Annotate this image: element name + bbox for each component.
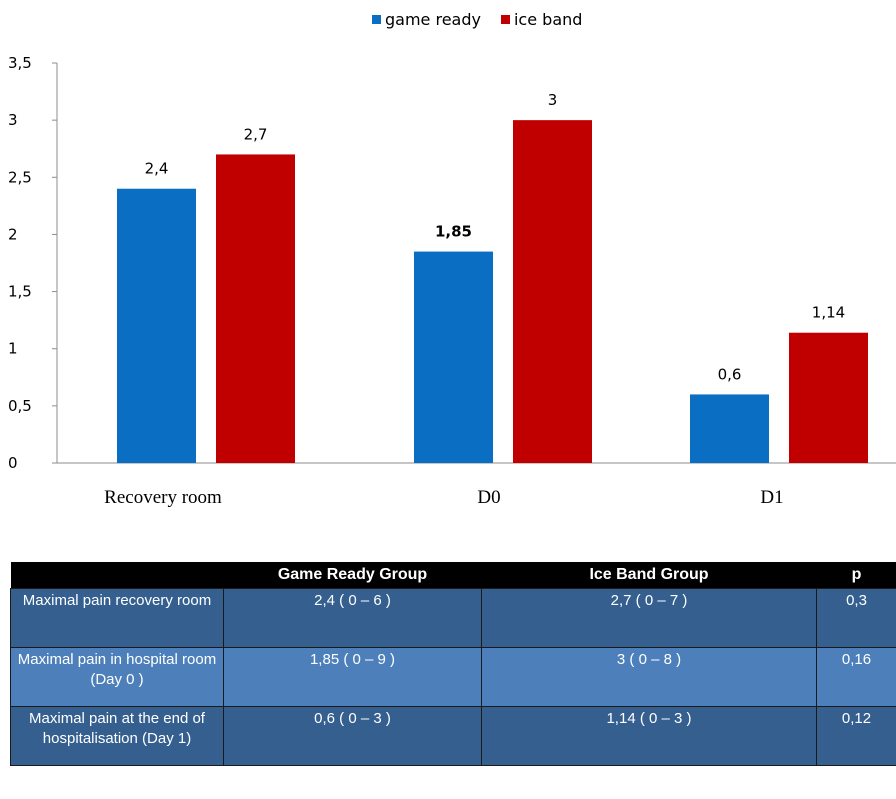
bar-game-ready — [414, 251, 493, 463]
x-category-label: D0 — [477, 487, 500, 508]
table-cell: 0,12 — [816, 706, 896, 766]
data-label: 1,14 — [812, 304, 845, 322]
legend-item-game-ready: game ready — [372, 10, 481, 29]
table-header-empty — [10, 562, 224, 589]
y-tick-label: 2 — [8, 225, 18, 243]
table-cell: 3 ( 0 – 8 ) — [481, 647, 817, 707]
table-cell: 0,6 ( 0 – 3 ) — [223, 706, 482, 766]
legend-label-ice-band: ice band — [513, 10, 583, 29]
table-cell: 2,7 ( 0 – 7 ) — [481, 588, 817, 648]
table-header-row: Game Ready Group Ice Band Group p — [10, 562, 896, 589]
legend-item-ice-band: ice band — [500, 10, 583, 29]
table-cell: 0,3 — [816, 588, 896, 648]
y-tick-label: 0 — [8, 454, 18, 472]
bar-chart: 0 0,5 1 1,5 2 2,5 3 3,5 2,4 1,85 0,6 2,7 3 1,14 Recove… — [8, 54, 896, 508]
bar-ice-band — [513, 120, 592, 464]
data-label: 2,7 — [244, 125, 268, 143]
results-table: Game Ready Group Ice Band Group p Maxima… — [10, 562, 896, 766]
y-tick-label: 2,5 — [8, 168, 32, 186]
legend: game ready ice band — [372, 10, 582, 29]
table-row-label: Maximal pain recovery room — [10, 588, 224, 648]
x-category-label: Recovery room — [104, 487, 222, 508]
table-row: Maximal pain in hospital room (Day 0 ) 1… — [10, 647, 896, 707]
table-cell: 2,4 ( 0 – 6 ) — [223, 588, 482, 648]
table-cell: 1,14 ( 0 – 3 ) — [481, 706, 817, 766]
table-header-ice-band: Ice Band Group — [481, 562, 817, 589]
table-row: Maximal pain at the end of hospitalisati… — [10, 706, 896, 766]
y-tick-label: 1,5 — [8, 283, 32, 301]
table-cell: 0,16 — [816, 647, 896, 707]
y-tick-label: 3,5 — [8, 54, 32, 72]
legend-swatch-ice-band — [500, 15, 510, 24]
data-label: 3 — [548, 91, 558, 109]
x-category-label: D1 — [760, 487, 783, 508]
bar-game-ready — [690, 394, 769, 463]
data-label: 0,6 — [718, 365, 742, 383]
table-header-p: p — [816, 562, 896, 589]
bar-ice-band — [789, 332, 868, 463]
bar-ice-band — [216, 154, 295, 463]
table-cell: 1,85 ( 0 – 9 ) — [223, 647, 482, 707]
y-tick-label: 1 — [8, 340, 18, 358]
table-header-game-ready: Game Ready Group — [223, 562, 482, 589]
bar-game-ready — [117, 188, 196, 463]
table-row-label: Maximal pain in hospital room (Day 0 ) — [10, 647, 224, 707]
y-tick-label: 0,5 — [8, 397, 32, 415]
legend-label-game-ready: game ready — [385, 10, 481, 29]
data-label: 1,85 — [435, 223, 472, 241]
y-tick-label: 3 — [8, 111, 18, 129]
table-row: Maximal pain recovery room 2,4 ( 0 – 6 )… — [10, 588, 896, 648]
table-row-label: Maximal pain at the end of hospitalisati… — [10, 706, 224, 766]
legend-swatch-game-ready — [372, 15, 381, 24]
data-label: 2,4 — [145, 160, 169, 178]
